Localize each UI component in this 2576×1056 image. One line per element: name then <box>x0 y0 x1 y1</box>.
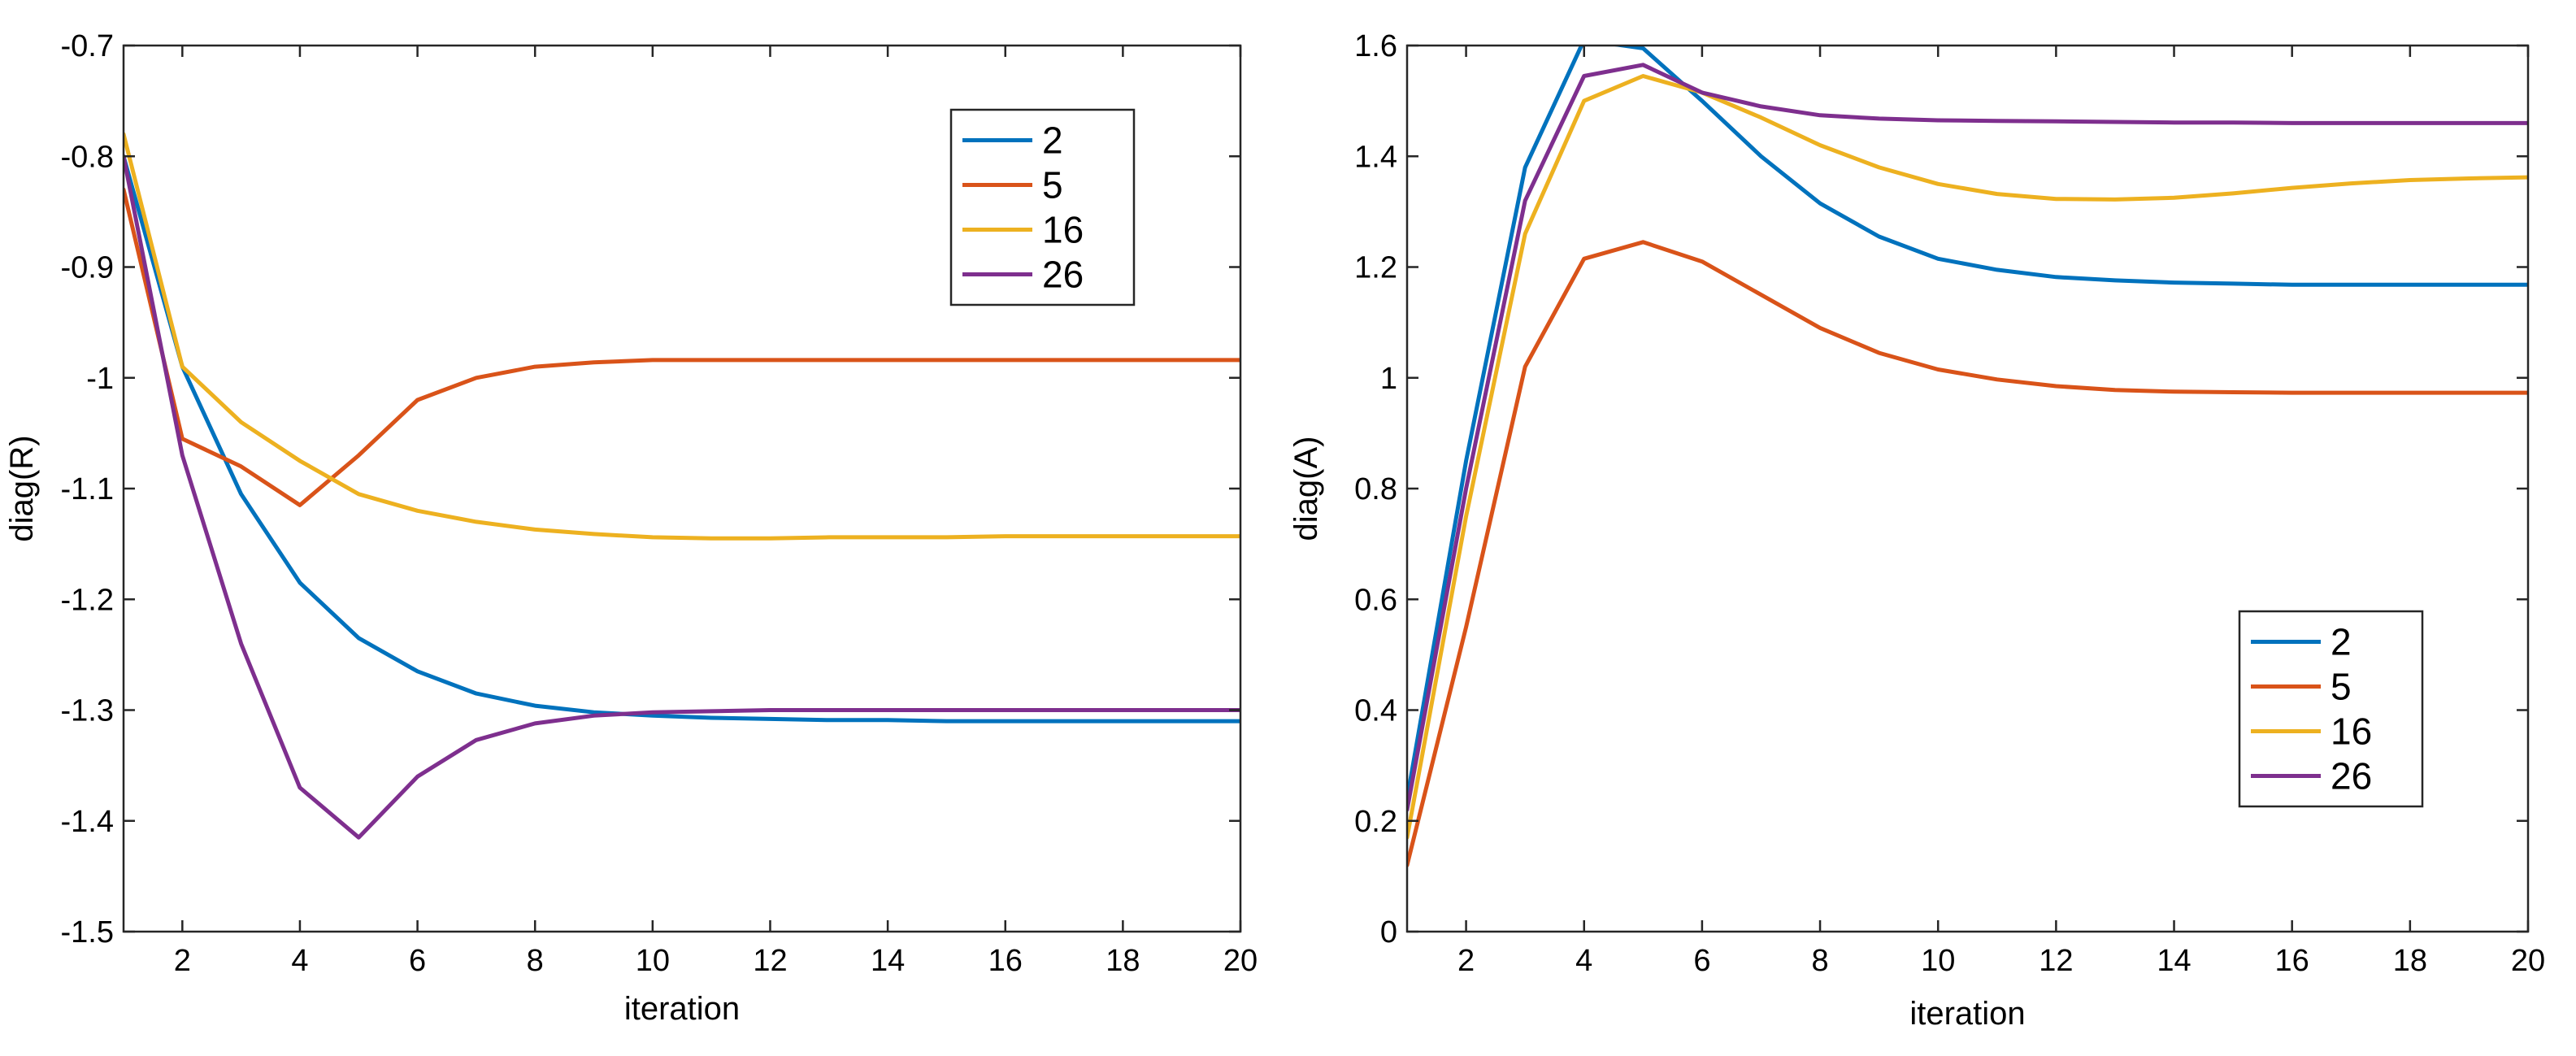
left-y-tick-label: -0.9 <box>61 251 114 285</box>
left-y-tick-label: -1.2 <box>61 583 114 617</box>
right-series-line-26 <box>1407 63 2528 812</box>
right-y-tick-label: 1.6 <box>1354 29 1397 63</box>
left-x-tick-label: 12 <box>753 944 787 978</box>
left-x-tick-label: 8 <box>527 944 544 978</box>
right-legend-label-26: 26 <box>2331 755 2372 797</box>
left-legend-label-16: 16 <box>1042 209 1084 251</box>
right-x-tick-label: 16 <box>2275 944 2309 978</box>
right-y-tick-label: 1 <box>1380 362 1397 396</box>
right-legend-label-5: 5 <box>2331 666 2352 708</box>
left-legend-label-26: 26 <box>1042 254 1084 296</box>
left-series-line-5 <box>124 187 1240 507</box>
left-x-tick-label: 2 <box>174 944 191 978</box>
right-y-tick-label: 1.2 <box>1354 251 1397 285</box>
right-x-tick-label: 12 <box>2039 944 2073 978</box>
right-x-tick-label: 10 <box>1921 944 1955 978</box>
left-y-tick-label: -0.8 <box>61 140 114 174</box>
left-y-tick-label: -1.5 <box>61 915 114 950</box>
left-x-tick-label: 4 <box>291 944 308 978</box>
left-series-line-26 <box>124 154 1240 840</box>
right-series-line-5 <box>1407 240 2528 867</box>
right-x-tick-label: 6 <box>1693 944 1710 978</box>
right-y-axis-label: diag(A) <box>1288 437 1324 541</box>
left-x-axis-label: iteration <box>624 991 740 1027</box>
right-legend-label-16: 16 <box>2331 711 2372 753</box>
right-legend-label-2: 2 <box>2331 621 2352 663</box>
right-x-tick-label: 4 <box>1575 944 1592 978</box>
left-y-tick-label: -1.1 <box>61 472 114 506</box>
left-x-tick-label: 20 <box>1223 944 1258 978</box>
left-series-line-16 <box>124 132 1240 541</box>
right-x-tick-label: 18 <box>2393 944 2427 978</box>
left-x-tick-label: 14 <box>871 944 905 978</box>
right-y-tick-label: 0 <box>1380 915 1397 950</box>
left-x-tick-label: 6 <box>409 944 426 978</box>
left-x-tick-label: 16 <box>988 944 1023 978</box>
left-y-tick-label: -1.3 <box>61 694 114 728</box>
right-y-tick-label: 1.4 <box>1354 140 1397 174</box>
left-legend-label-2: 2 <box>1042 120 1063 162</box>
chart-diag-r: 2 4 6 8 10 12 14 16 18 20 -1.5 -1.4 -1.3 -1.2 -1.1 -1 -0… <box>4 29 1258 1027</box>
left-y-tick-label: -1.4 <box>61 805 114 839</box>
right-x-tick-label: 20 <box>2511 944 2545 978</box>
left-y-axis-label: diag(R) <box>4 435 40 541</box>
left-y-tick-label: -0.7 <box>61 29 114 63</box>
right-y-tick-label: 0.4 <box>1354 694 1397 728</box>
left-y-tick-label: -1 <box>86 362 114 396</box>
left-legend-label-5: 5 <box>1042 164 1063 206</box>
right-series-line-2 <box>1407 46 2528 801</box>
left-x-tick-label: 10 <box>636 944 670 978</box>
right-y-tick-label: 0.8 <box>1354 472 1397 506</box>
right-series-line-16 <box>1407 74 2528 840</box>
right-x-tick-label: 8 <box>1811 944 1828 978</box>
right-y-tick-label: 0.2 <box>1354 805 1397 839</box>
right-y-tick-label: 0.6 <box>1354 583 1397 617</box>
left-series-line-2 <box>124 154 1240 724</box>
right-x-axis-label: iteration <box>1909 996 2025 1032</box>
chart-diag-a: 2 4 6 8 10 12 14 16 18 20 0 0.2 0.4 0.6 0.8 1 1.2 1.4 1.6 i… <box>1288 29 2545 1032</box>
right-x-tick-label: 14 <box>2157 944 2191 978</box>
right-x-tick-label: 2 <box>1457 944 1475 978</box>
left-x-tick-label: 18 <box>1106 944 1140 978</box>
